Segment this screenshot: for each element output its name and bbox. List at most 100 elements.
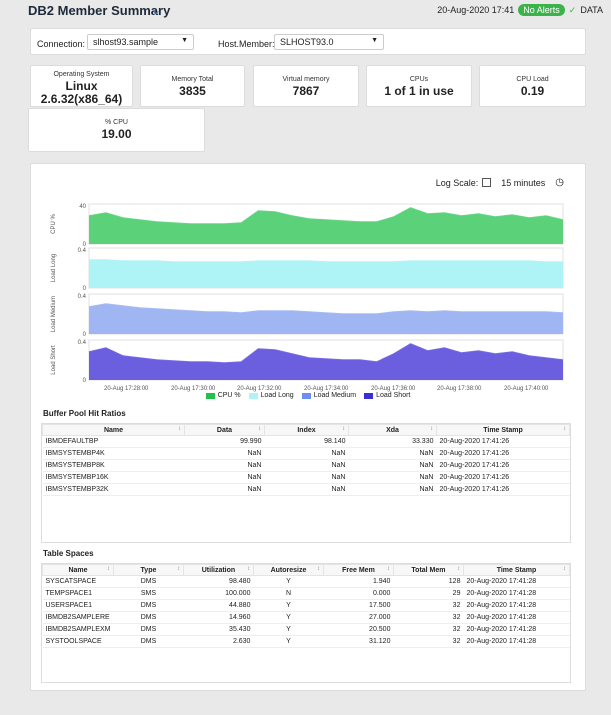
table-cell: N <box>253 587 324 600</box>
table-cell: 27.000 <box>323 611 394 624</box>
kpi-cpus[interactable]: CPUs 1 of 1 in use <box>366 65 472 107</box>
clock-icon[interactable]: ◷ <box>555 177 564 188</box>
kpi-value: 7867 <box>292 84 320 98</box>
kpi-value: 0.19 <box>520 84 545 98</box>
table-cell: 1.940 <box>323 575 394 588</box>
table-cell: 20-Aug-2020 17:41:26 <box>436 435 570 448</box>
table-cell: 32 <box>393 611 464 624</box>
kpi-operating-system[interactable]: Operating System Linux 2.6.32(x86_64) <box>30 65 133 107</box>
column-header-name[interactable]: Name ↕ <box>42 424 185 436</box>
table-row[interactable]: IBMSYSTEMBP4K NaN NaN NaN 20-Aug-2020 17:41:… <box>42 447 570 460</box>
y-tick-label: 0 <box>83 242 87 248</box>
check-icon: ✓ <box>568 4 577 15</box>
table-cell: USERSPACE1 <box>42 599 114 612</box>
chevron-down-icon[interactable]: ⌄ <box>151 3 162 17</box>
series-area <box>89 344 563 380</box>
column-header-free-mem[interactable]: Free Mem ↕ <box>322 564 394 576</box>
table-cell: Y <box>253 623 324 636</box>
kpi-virtual-memory[interactable]: Virtual memory 7867 <box>253 65 359 107</box>
column-header-autoresize[interactable]: Autoresize ↕ <box>252 564 324 576</box>
table-cell: 98.140 <box>264 435 349 448</box>
table-cell: IBMDEFAULTBP <box>42 435 185 448</box>
table-row[interactable]: USERSPACE1 DMS 44.880 Y 17.500 32 20-Aug-2020 … <box>42 599 570 612</box>
sort-icon[interactable]: ↕ <box>176 566 180 572</box>
kpi-value: 1 of 1 in use <box>384 84 454 98</box>
column-header-data[interactable]: Data ↕ <box>184 424 265 436</box>
column-header-time-stamp[interactable]: Time Stamp ↕ <box>462 564 570 576</box>
column-header-type[interactable]: Type ↕ <box>112 564 184 576</box>
sort-icon[interactable]: ↕ <box>456 566 460 572</box>
table-row[interactable]: IBMDB2SAMPLERE DMS 14.960 Y 27.000 32 20-Aug-2… <box>42 611 570 624</box>
sort-icon[interactable]: ↕ <box>386 566 390 572</box>
table-cell: SMS <box>113 587 184 600</box>
status-area: 20-Aug-2020 17:41 No Alerts ✓ DATA <box>437 4 603 16</box>
column-header-utilization[interactable]: Utilization ↕ <box>182 564 254 576</box>
table-cell: NaN <box>348 471 437 484</box>
column-header-time-stamp[interactable]: Time Stamp ↕ <box>436 424 570 436</box>
legend-item-cpu[interactable]: CPU % <box>205 392 241 399</box>
sort-icon[interactable]: ↕ <box>563 566 566 572</box>
kpi-cpu-percent[interactable]: % CPU 19.00 <box>28 108 205 152</box>
table-row[interactable]: IBMSYSTEMBP16K NaN NaN NaN 20-Aug-2020 17:41… <box>42 471 570 484</box>
table-cell: 100.000 <box>183 587 254 600</box>
series-line <box>88 343 564 364</box>
table-row[interactable]: SYSCATSPACE DMS 98.480 Y 1.940 128 20-Aug-2020… <box>42 575 570 588</box>
log-scale-checkbox[interactable] <box>482 178 492 187</box>
table-row[interactable]: IBMDB2SAMPLEXM DMS 35.430 Y 20.500 32 20-Aug-2… <box>42 623 570 636</box>
sort-icon[interactable]: ↕ <box>246 566 250 572</box>
kpi-label: CPU Load <box>516 76 549 83</box>
table-cell: NaN <box>264 471 349 484</box>
table-cell: IBMDB2SAMPLEXM <box>42 623 114 636</box>
table-cell: 32 <box>393 623 464 636</box>
kpi-label: Virtual memory <box>282 76 330 83</box>
table-cell: DMS <box>113 635 184 648</box>
host-member-select[interactable]: SLHOST93.0 ▼ <box>274 34 384 50</box>
table-cell: NaN <box>264 447 349 460</box>
connection-select[interactable]: slhost93.sample ▼ <box>87 34 194 50</box>
table-row[interactable]: SYSTOOLSPACE DMS 2.630 Y 31.120 32 20-Aug-2020… <box>42 635 570 648</box>
log-scale-label: Log Scale: <box>435 177 479 188</box>
table-cell: Y <box>253 575 324 588</box>
sort-icon[interactable]: ↕ <box>563 426 566 432</box>
table-cell: Y <box>253 599 324 612</box>
kpi-memory-total[interactable]: Memory Total 3835 <box>140 65 245 107</box>
table-cell: 20-Aug-2020 17:41:28 <box>463 611 570 624</box>
table-row[interactable]: IBMSYSTEMBP32K NaN NaN NaN 20-Aug-2020 17:41… <box>42 483 570 496</box>
table-cell: NaN <box>348 483 437 496</box>
kpi-value: 19.00 <box>101 127 132 141</box>
legend-item-load-short[interactable]: Load Short <box>364 392 410 399</box>
sort-icon[interactable]: ↕ <box>258 426 261 432</box>
sort-icon[interactable]: ↕ <box>106 566 110 572</box>
alert-badge[interactable]: No Alerts <box>518 4 565 16</box>
column-header-xda[interactable]: Xda ↕ <box>348 424 437 436</box>
table-row[interactable]: IBMDEFAULTBP 99.990 98.140 33.330 20-Aug-202… <box>42 435 570 448</box>
legend-swatch <box>301 392 311 399</box>
legend-label: CPU % <box>217 392 241 399</box>
top-bar: DB2 Member Summary ⌄ 20-Aug-2020 17:41 N… <box>0 0 611 22</box>
kpi-cpu-load[interactable]: CPU Load 0.19 <box>479 65 586 107</box>
table-cell: IBMSYSTEMBP16K <box>42 471 185 484</box>
table-cell: 20-Aug-2020 17:41:28 <box>463 623 570 636</box>
table-cell: 20-Aug-2020 17:41:28 <box>463 575 570 588</box>
sort-icon[interactable]: ↕ <box>430 426 433 432</box>
column-header-index[interactable]: Index ↕ <box>264 424 349 436</box>
time-range-label[interactable]: 15 minutes <box>501 177 546 188</box>
table-cell: 17.500 <box>323 599 394 612</box>
legend-item-load-long[interactable]: Load Long <box>248 392 294 399</box>
table-row[interactable]: IBMSYSTEMBP8K NaN NaN NaN 20-Aug-2020 17:41:… <box>42 459 570 472</box>
table-cell: 2.630 <box>183 635 254 648</box>
table-cell: TEMPSPACE1 <box>42 587 114 600</box>
sort-icon[interactable]: ↕ <box>316 566 320 572</box>
y-axis-label: Load Short <box>51 345 57 375</box>
table-cell: DMS <box>113 599 184 612</box>
column-header-name[interactable]: Name ↕ <box>42 564 114 576</box>
series-line <box>88 303 564 315</box>
table-cell: NaN <box>184 447 265 460</box>
column-header-total-mem[interactable]: Total Mem ↕ <box>392 564 464 576</box>
legend-item-load-medium[interactable]: Load Medium <box>301 392 356 399</box>
sort-icon[interactable]: ↕ <box>342 426 345 432</box>
table-row[interactable]: TEMPSPACE1 SMS 100.000 N 0.000 29 20-Aug-2020 … <box>42 587 570 600</box>
table-cell: 32 <box>393 599 464 612</box>
sort-icon[interactable]: ↕ <box>178 426 181 432</box>
